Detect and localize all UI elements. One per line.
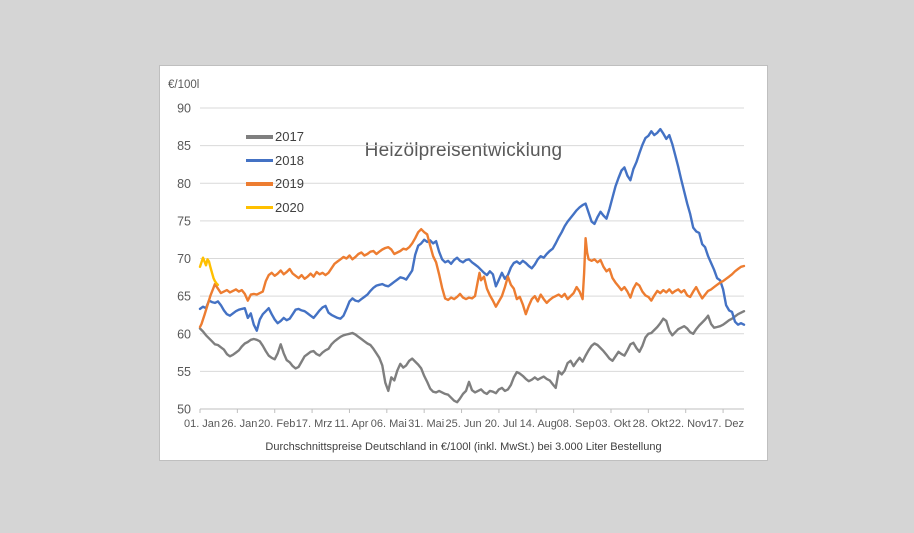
legend-label-2019: 2019 — [275, 176, 304, 192]
y-tick-label: 60 — [177, 327, 191, 341]
x-tick-label: 26. Jan — [221, 418, 257, 430]
x-tick-label: 22. Nov — [669, 418, 707, 430]
series-line-2019 — [198, 227, 746, 329]
y-tick-label: 55 — [177, 365, 191, 379]
x-tick-label: 06. Mai — [371, 418, 407, 430]
chart-caption: Durchschnittspreise Deutschland in €/100… — [265, 441, 662, 453]
series-line-2018 — [198, 127, 746, 332]
chart-panel: Heizölpreisentwicklung €/100l 90 85 80 75 70… — [159, 65, 768, 461]
y-tick-label: 50 — [177, 403, 191, 417]
legend-label-2017: 2017 — [275, 129, 304, 145]
series-line-2020 — [198, 256, 220, 287]
x-tick-label: 20. Jul — [485, 418, 517, 430]
y-tick-label: 80 — [177, 177, 191, 191]
series-line-2017 — [198, 309, 746, 404]
y-tick-label: 65 — [177, 290, 191, 304]
y-tick-label: 90 — [177, 102, 191, 116]
legend-swatch-2017 — [246, 135, 273, 139]
x-tick-label: 25. Jun — [445, 418, 481, 430]
legend-swatch-2019 — [246, 182, 273, 186]
x-tick-label: 17. Dez — [706, 418, 744, 430]
x-tick-label: 01. Jan — [184, 418, 220, 430]
x-tick-label: 03. Okt — [595, 418, 630, 430]
legend-item-2020: 2020 — [246, 196, 304, 220]
legend-label-2018: 2018 — [275, 152, 304, 168]
y-tick-label: 85 — [177, 139, 191, 153]
y-tick-label: 75 — [177, 214, 191, 228]
y-axis-unit-label: €/100l — [168, 79, 200, 91]
legend-item-2017: 2017 — [246, 125, 304, 149]
legend-swatch-2018 — [246, 158, 273, 162]
x-tick-label: 17. Mrz — [296, 418, 333, 430]
legend-label-2020: 2020 — [275, 199, 304, 215]
x-tick-label: 28. Okt — [633, 418, 668, 430]
legend-item-2019: 2019 — [246, 172, 304, 196]
legend-item-2018: 2018 — [246, 149, 304, 173]
x-tick-label: 31. Mai — [408, 418, 444, 430]
x-tick-label: 20. Feb — [258, 418, 295, 430]
x-tick-label: 14. Aug — [520, 418, 557, 430]
x-tick-label: 08. Sep — [557, 418, 595, 430]
y-tick-label: 70 — [177, 252, 191, 266]
x-tick-label: 11. Apr — [334, 418, 368, 430]
legend-swatch-2020 — [246, 205, 273, 209]
legend: 2017 2018 2019 2020 — [246, 125, 304, 219]
